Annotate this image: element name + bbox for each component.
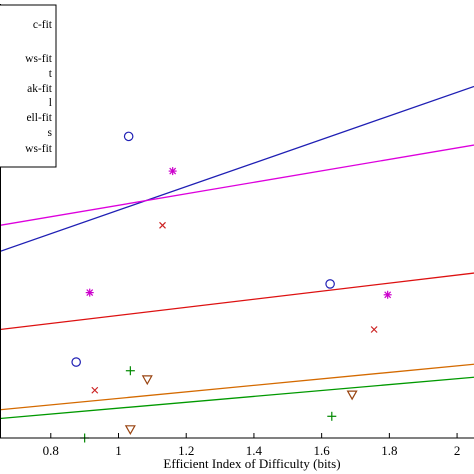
legend-entry: c-fit: [33, 19, 53, 31]
legend-entry: ws-fit: [25, 143, 53, 155]
triangle-down-point: [141, 375, 153, 386]
circle-point: [123, 131, 134, 142]
x-point: [370, 326, 378, 333]
asterisk-point: [168, 167, 177, 176]
x-point: [91, 386, 99, 394]
x-tick-label: 1.8: [381, 443, 397, 458]
fit-line-2: [0, 144, 474, 226]
legend-entry: ell-fit: [26, 112, 52, 124]
legend-entry: l: [49, 97, 52, 109]
fit-line-3: [0, 272, 474, 331]
asterisk-point: [85, 288, 94, 297]
legend-entry: ak-fit: [27, 83, 53, 95]
x-tick-label: 1.2: [178, 443, 194, 458]
plus-point: [125, 366, 135, 376]
x-tick-label: 0.8: [43, 443, 59, 458]
fit-line-4: [0, 363, 474, 411]
x-axis-title: Efficient Index of Difficulty (bits): [163, 456, 340, 471]
x-tick-label: 2: [454, 443, 461, 458]
legend-entry: ws-fit: [25, 53, 53, 65]
triangle-down-point: [346, 390, 358, 401]
legend-entry: t: [49, 68, 53, 80]
circle-point: [325, 279, 335, 289]
plot-frame: [0, 4, 474, 439]
x-axis-ticks: 0.8 1 1.2 1.4 1.6 1.8 2: [43, 433, 461, 458]
legend: c-fit ws-fit t ak-fit l ell-fit s ws-fit: [0, 4, 57, 168]
asterisk-point: [383, 290, 392, 299]
x-point: [159, 221, 166, 229]
legend-box: [0, 4, 57, 168]
fit-lines: [0, 85, 474, 420]
fit-line-1: [0, 85, 474, 252]
fit-line-5: [0, 376, 474, 420]
x-tick-label: 1.4: [246, 443, 263, 458]
triangle-down-point: [124, 425, 136, 436]
legend-entry: s: [48, 127, 53, 139]
circle-point: [71, 357, 81, 367]
data-points: [71, 131, 392, 443]
plus-point: [327, 411, 337, 421]
x-tick-label: 1: [115, 443, 122, 458]
x-tick-label: 1.6: [314, 443, 331, 458]
